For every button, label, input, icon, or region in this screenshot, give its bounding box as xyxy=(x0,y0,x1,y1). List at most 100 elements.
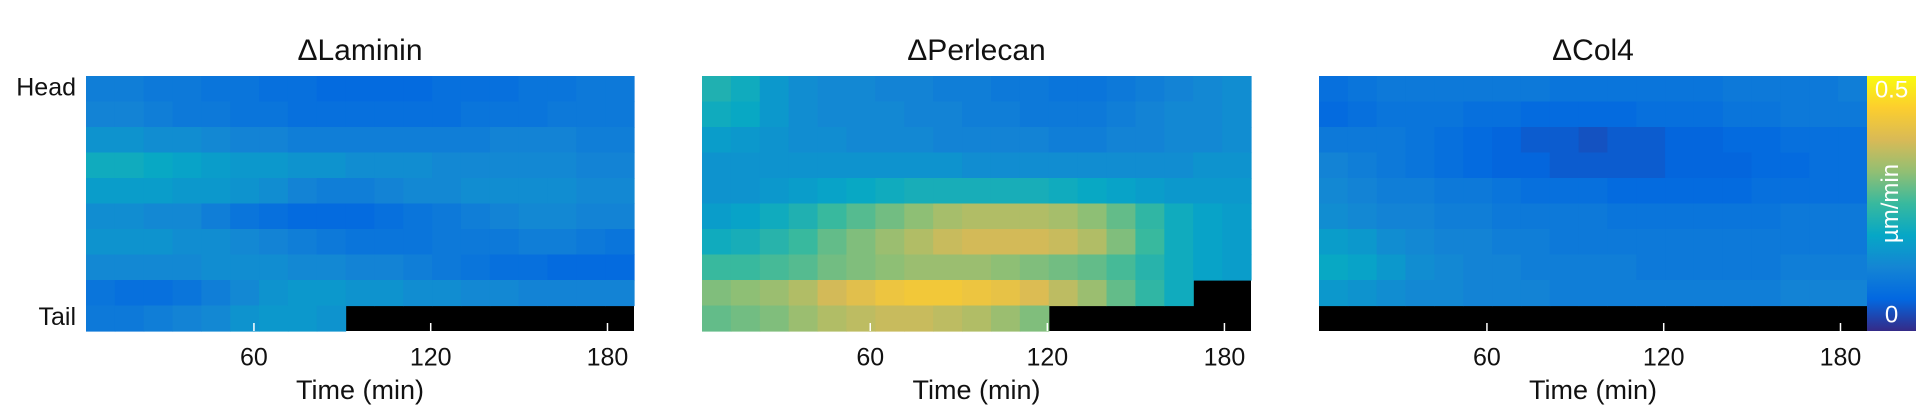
heat-cell xyxy=(345,229,376,256)
heat-cell xyxy=(730,127,761,154)
heat-cell xyxy=(287,203,318,230)
heat-cell xyxy=(605,229,635,256)
heat-cell xyxy=(1164,101,1194,128)
heat-cell xyxy=(287,178,318,205)
heat-cell xyxy=(547,203,577,230)
heat-cell xyxy=(460,203,491,230)
heat-cell xyxy=(518,229,549,256)
heat-cell xyxy=(1751,203,1782,230)
heat-cell xyxy=(846,101,876,128)
heat-cell xyxy=(230,229,260,256)
heat-cell xyxy=(1838,101,1868,128)
heat-cell xyxy=(1463,152,1493,179)
heat-cell xyxy=(1780,101,1810,128)
heat-cell xyxy=(1665,152,1695,179)
heat-cell xyxy=(1751,152,1782,179)
panel-title: ΔLaminin xyxy=(297,34,422,67)
heat-cell xyxy=(374,76,404,103)
heat-cell xyxy=(1809,254,1839,281)
heat-cell xyxy=(788,76,819,103)
heat-cell xyxy=(1520,178,1551,205)
heat-cell xyxy=(730,76,761,103)
heat-cell xyxy=(875,178,905,205)
heat-cell xyxy=(1693,101,1724,128)
heat-cell xyxy=(1549,127,1580,154)
heat-cell xyxy=(1048,203,1079,230)
heat-cell xyxy=(962,229,992,256)
heat-cell xyxy=(114,254,145,281)
heat-cell xyxy=(1319,178,1349,205)
heat-cell xyxy=(933,152,963,179)
heat-cell xyxy=(605,178,635,205)
heat-cell xyxy=(460,152,491,179)
heat-cell xyxy=(990,305,1021,332)
heat-cell xyxy=(1809,178,1839,205)
heat-cell xyxy=(1164,254,1194,281)
heat-cell xyxy=(1376,101,1407,128)
heat-cell xyxy=(1463,76,1493,103)
heat-cell xyxy=(817,178,848,205)
heat-cell xyxy=(172,178,202,205)
heat-cell xyxy=(345,152,376,179)
heat-cell xyxy=(1751,101,1782,128)
heat-cell xyxy=(702,152,732,179)
heat-cell xyxy=(316,152,347,179)
heat-cell xyxy=(1347,280,1378,307)
heat-cell xyxy=(1463,178,1493,205)
heat-cell xyxy=(1607,229,1637,256)
heat-cell xyxy=(1319,229,1349,256)
heat-cell xyxy=(990,203,1021,230)
heat-cell xyxy=(143,178,174,205)
heat-cell xyxy=(576,178,606,205)
heat-cell xyxy=(1578,280,1609,307)
heat-cell xyxy=(114,127,145,154)
heat-cell xyxy=(1135,203,1165,230)
heat-cell xyxy=(432,254,462,281)
heat-cell xyxy=(489,229,520,256)
heat-cell xyxy=(201,203,231,230)
colorbar-tick-label: 0.5 xyxy=(1875,76,1908,103)
heat-cell xyxy=(230,101,260,128)
heat-cell xyxy=(518,152,549,179)
heat-cell xyxy=(1722,127,1753,154)
heat-cell xyxy=(1520,229,1551,256)
heat-cell xyxy=(1809,76,1839,103)
heat-cell xyxy=(702,101,732,128)
heat-cell xyxy=(374,152,404,179)
heat-cell xyxy=(1193,76,1223,103)
heat-cell xyxy=(1492,101,1522,128)
heat-cell xyxy=(316,178,347,205)
heat-cell xyxy=(1077,280,1108,307)
heat-cell xyxy=(962,178,992,205)
heat-cell xyxy=(576,76,606,103)
heat-cell xyxy=(230,254,260,281)
heat-cell xyxy=(933,280,963,307)
heat-cell xyxy=(1838,152,1868,179)
heat-cell xyxy=(1780,76,1810,103)
heat-cell xyxy=(1665,229,1695,256)
heat-cell xyxy=(1578,254,1609,281)
heat-cell xyxy=(1809,152,1839,179)
heat-cell xyxy=(576,254,606,281)
heat-cell xyxy=(1838,127,1868,154)
heat-cell xyxy=(1636,127,1666,154)
heat-cell xyxy=(1751,76,1782,103)
heat-cell xyxy=(345,101,376,128)
heat-cell xyxy=(1405,229,1435,256)
heat-cell xyxy=(1520,127,1551,154)
heat-cell xyxy=(990,178,1021,205)
x-tick-label: 120 xyxy=(1026,344,1068,372)
heat-cell xyxy=(1722,254,1753,281)
heat-cell xyxy=(460,254,491,281)
heat-cell xyxy=(1578,178,1609,205)
heat-cell xyxy=(759,203,790,230)
heat-cell xyxy=(1636,178,1666,205)
x-tick-label: 180 xyxy=(1204,344,1246,372)
heat-cell xyxy=(1636,229,1666,256)
heat-cell xyxy=(432,178,462,205)
heat-cell xyxy=(962,203,992,230)
heat-cell xyxy=(1520,101,1551,128)
heat-cell xyxy=(1751,254,1782,281)
heat-cell xyxy=(1405,101,1435,128)
heat-cell xyxy=(259,254,289,281)
